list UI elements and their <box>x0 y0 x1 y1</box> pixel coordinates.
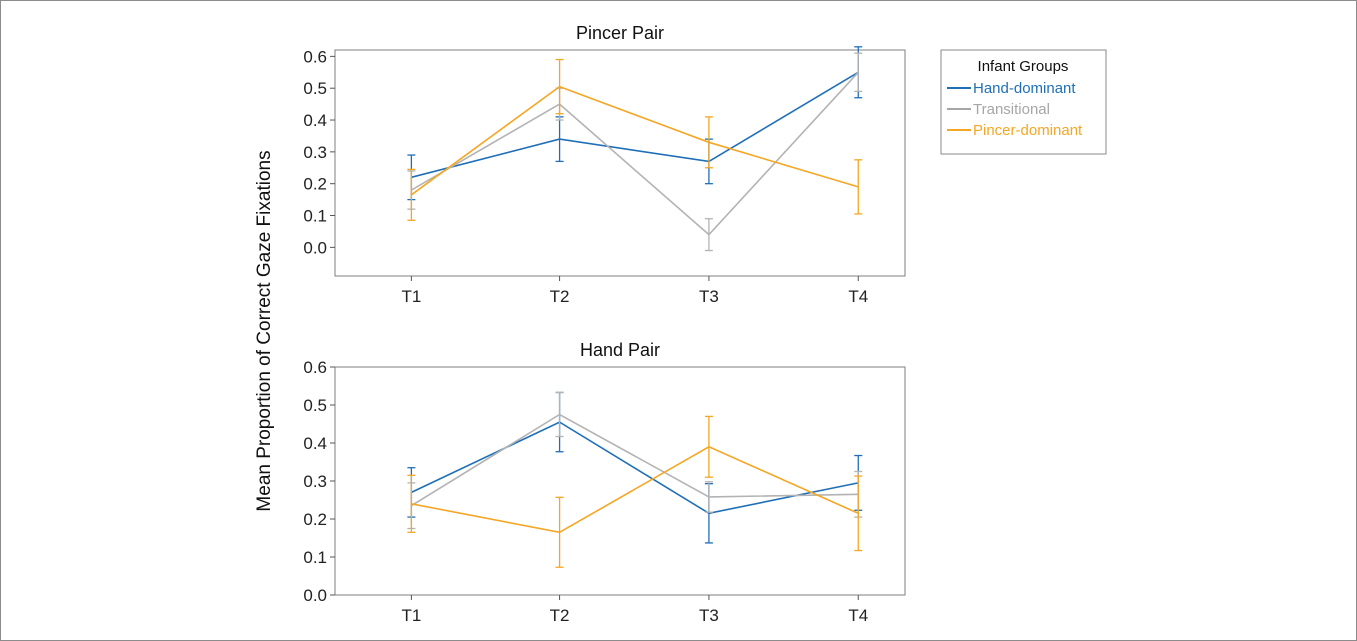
y-tick-label: 0.0 <box>303 238 327 257</box>
legend-label: Pincer-dominant <box>973 122 1083 139</box>
y-tick-label: 0.6 <box>303 47 327 66</box>
x-tick-label: T2 <box>550 287 570 306</box>
y-axis-label: Mean Proportion of Correct Gaze Fixation… <box>254 150 275 511</box>
legend-item: Pincer-dominant <box>947 122 1083 139</box>
plot-frame <box>334 49 906 277</box>
error-bar <box>555 58 564 115</box>
x-tick-label: T1 <box>401 287 421 306</box>
x-tick-label: T2 <box>550 606 570 625</box>
y-tick-label: 0.5 <box>303 79 327 98</box>
y-tick-label: 0.0 <box>303 586 327 605</box>
x-tick-label: T4 <box>848 287 868 306</box>
error-bar <box>704 481 713 513</box>
error-bar <box>854 52 863 93</box>
legend-label: Transitional <box>973 101 1050 118</box>
error-bar <box>555 496 564 568</box>
plot-frame <box>334 366 906 596</box>
x-tick-label: T1 <box>401 606 421 625</box>
error-bar <box>407 474 416 533</box>
error-bar <box>854 159 863 215</box>
series-line <box>411 445 859 534</box>
y-tick-label: 0.1 <box>303 207 327 226</box>
legend: Infant Groups Hand-dominant Transitional P… <box>940 49 1107 155</box>
y-tick-label: 0.1 <box>303 548 327 567</box>
legend-title: Infant Groups <box>978 58 1069 75</box>
error-bar <box>704 116 713 169</box>
error-bar <box>854 475 863 552</box>
y-tick-label: 0.4 <box>303 434 327 453</box>
panel-title: Hand Pair <box>580 340 660 360</box>
series-line <box>410 413 859 507</box>
y-tick-label: 0.6 <box>303 358 327 377</box>
x-tick-label: T4 <box>848 606 868 625</box>
y-tick-label: 0.3 <box>303 472 327 491</box>
series-line <box>411 71 859 179</box>
y-tick-label: 0.2 <box>303 175 327 194</box>
series-pincer-dominant <box>407 58 863 221</box>
error-bar <box>555 391 564 438</box>
error-bar <box>704 415 713 478</box>
series-line <box>410 71 859 236</box>
series-line <box>410 85 859 196</box>
y-tick-label: 0.2 <box>303 510 327 529</box>
y-tick-label: 0.4 <box>303 111 327 130</box>
legend-item: Hand-dominant <box>947 80 1076 97</box>
y-tick-label: 0.3 <box>303 143 327 162</box>
error-bar <box>704 218 713 252</box>
legend-box <box>940 49 1107 155</box>
x-tick-label: T3 <box>699 606 719 625</box>
error-bar <box>407 168 416 221</box>
legend-item: Transitional <box>947 101 1050 118</box>
legend-items: Hand-dominant Transitional Pincer-dominant <box>947 80 1083 139</box>
series-pincer-dominant <box>407 415 863 568</box>
x-tick-label: T3 <box>699 287 719 306</box>
series-line <box>411 421 859 515</box>
panel-hand-pair: Hand Pair 0.0 0.1 0.2 0.3 0.4 0.5 0.6 T1 T2 T3 T4 <box>303 340 906 625</box>
panel-pincer-pair: Pincer Pair 0.0 0.1 0.2 0.3 0.4 0.5 0.6 T1 T2 T3 T4 <box>303 23 906 306</box>
y-tick-label: 0.5 <box>303 396 327 415</box>
panel-title: Pincer Pair <box>576 23 664 43</box>
legend-label: Hand-dominant <box>973 80 1076 97</box>
